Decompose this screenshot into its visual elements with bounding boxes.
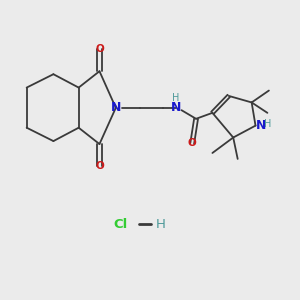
Text: O: O <box>95 161 104 171</box>
Text: N: N <box>171 101 181 114</box>
Text: N: N <box>111 101 121 114</box>
Text: O: O <box>188 139 197 148</box>
Text: O: O <box>95 44 104 54</box>
Text: N: N <box>256 119 266 132</box>
Text: H: H <box>264 119 272 129</box>
Text: Cl: Cl <box>113 218 127 231</box>
Text: H: H <box>172 93 180 103</box>
Text: H: H <box>155 218 165 231</box>
